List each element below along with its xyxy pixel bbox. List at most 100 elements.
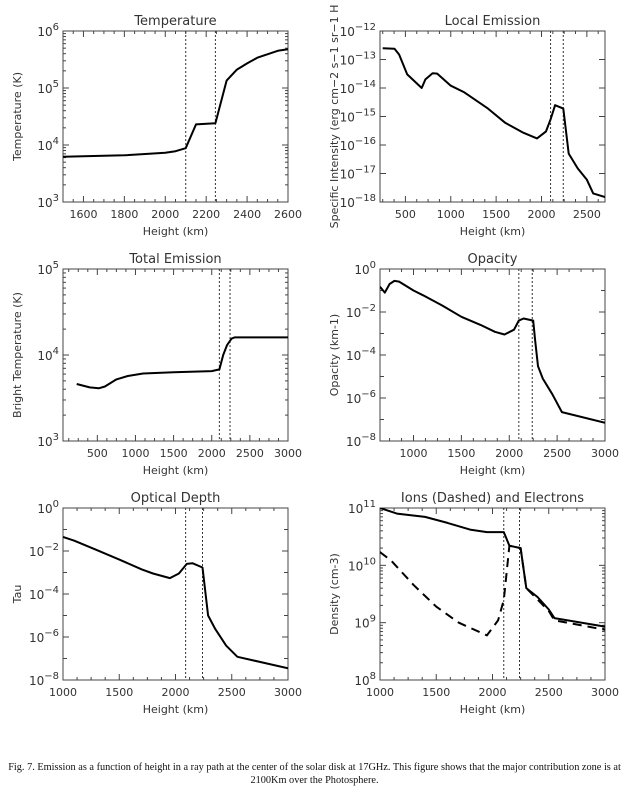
chart-title: Ions (Dashed) and Electrons [401,491,584,506]
y-tick-base: 10 [37,435,52,449]
x-tick-label: 2500 [535,686,563,699]
y-tick-label: 10−16 [340,136,376,153]
y-tick-exponent: −15 [355,108,376,119]
y-tick-exponent: 11 [363,499,376,510]
y-tick-exponent: 5 [53,260,59,271]
y-tick-exponent: 3 [53,193,59,204]
y-tick-exponent: −4 [361,346,376,357]
x-tick-label: 2600 [274,208,302,221]
y-tick-base: 10 [37,263,52,277]
x-tick-label: 1500 [422,686,450,699]
y-tick-exponent: 10 [363,556,376,567]
x-tick-label: 2000 [162,686,190,699]
y-tick-base: 10 [29,588,44,602]
y-axis-label: Opacity (km-1) [328,314,341,396]
y-axis-label: Tau [11,585,24,605]
chart-panel-2: Total Emission Height (km) Bright Temperat… [11,252,302,477]
x-tick-label: 2500 [573,208,601,221]
x-tick-label: 3000 [274,686,302,699]
y-tick-base: 10 [340,111,355,125]
y-tick-base: 10 [346,392,361,406]
x-axis-label: Height (km) [143,225,209,238]
y-tick-label: 103 [37,193,59,210]
series-line [63,48,288,158]
x-axis-label: Height (km) [460,464,526,477]
y-tick-exponent: 5 [53,79,59,90]
x-tick-label: 2500 [218,686,246,699]
x-tick-label: 3000 [591,686,619,699]
y-tick-exponent: −8 [44,671,59,682]
y-tick-base: 10 [340,25,355,39]
x-tick-label: 2500 [236,447,264,460]
y-tick-base: 10 [340,196,355,210]
y-tick-label: 1010 [348,556,376,573]
x-tick-label: 2000 [495,447,523,460]
series-line [380,279,605,424]
y-tick-exponent: −2 [361,303,376,314]
chart-panel-5: Ions (Dashed) and Electrons Height (km) De… [328,491,619,716]
series-line [382,47,605,198]
x-tick-label: 2000 [198,447,226,460]
y-tick-label: 105 [37,79,59,96]
y-tick-label: 108 [354,671,376,688]
x-tick-label: 2500 [543,447,571,460]
y-tick-base: 10 [354,617,369,631]
y-axis-label: Bright Temperature (K) [11,292,24,418]
y-tick-exponent: 4 [53,346,59,357]
y-tick-exponent: −12 [355,22,376,33]
chart-panel-4: Optical Depth Height (km) Tau 1000 1500 2000 2… [11,491,302,716]
y-tick-exponent: 8 [370,671,376,682]
y-tick-label: 10−6 [29,628,59,645]
y-axis-label: Density (cm-3) [328,553,341,635]
y-tick-label: 10−12 [340,22,376,39]
y-tick-exponent: −2 [44,542,59,553]
x-axis-label: Height (km) [143,464,209,477]
chart-panel-1: Local Emission Height (km) Specific Intens… [328,5,606,238]
chart-title: Opacity [467,252,517,267]
chart-title: Total Emission [128,252,221,267]
y-tick-exponent: 4 [53,136,59,147]
y-tick-exponent: −13 [355,51,376,62]
y-tick-base: 10 [354,263,369,277]
plot-frame [62,507,289,681]
chart-title: Optical Depth [131,491,221,506]
figure-caption: Fig. 7. Emission as a function of height… [8,762,621,786]
series-line [380,508,605,628]
y-tick-base: 10 [37,502,52,516]
y-tick-exponent: 0 [53,499,59,510]
y-tick-exponent: −14 [355,79,376,90]
y-tick-label: 109 [354,614,376,631]
x-tick-label: 500 [87,447,108,460]
y-tick-exponent: −6 [361,389,376,400]
y-tick-base: 10 [29,631,44,645]
y-tick-exponent: −16 [355,136,376,147]
y-tick-label: 103 [37,432,59,449]
y-tick-label: 106 [37,22,59,39]
y-tick-label: 100 [354,260,376,277]
x-tick-label: 2000 [151,208,179,221]
x-tick-label: 1500 [105,686,133,699]
y-tick-base: 10 [37,349,52,363]
y-tick-label: 10−4 [346,346,376,363]
y-tick-label: 10−4 [29,585,59,602]
y-axis-label: Specific Intensity (erg cm−2 s−1 sr−1 H [328,5,341,229]
y-tick-base: 10 [37,25,52,39]
y-tick-label: 10−8 [346,432,376,449]
y-tick-base: 10 [340,168,355,182]
x-axis-label: Height (km) [460,225,526,238]
y-tick-base: 10 [29,545,44,559]
y-tick-base: 10 [37,196,52,210]
y-tick-base: 10 [340,139,355,153]
y-tick-base: 10 [37,139,52,153]
y-tick-base: 10 [346,435,361,449]
y-tick-exponent: −4 [44,585,59,596]
y-tick-exponent: 6 [53,22,59,33]
x-tick-label: 2200 [192,208,220,221]
y-tick-label: 10−18 [340,193,376,210]
chart-title: Local Emission [445,14,541,29]
x-tick-label: 1000 [437,208,465,221]
y-tick-label: 10−2 [346,303,376,320]
y-tick-label: 104 [37,136,59,153]
series-line-dashed [380,544,605,637]
x-tick-label: 2000 [479,686,507,699]
